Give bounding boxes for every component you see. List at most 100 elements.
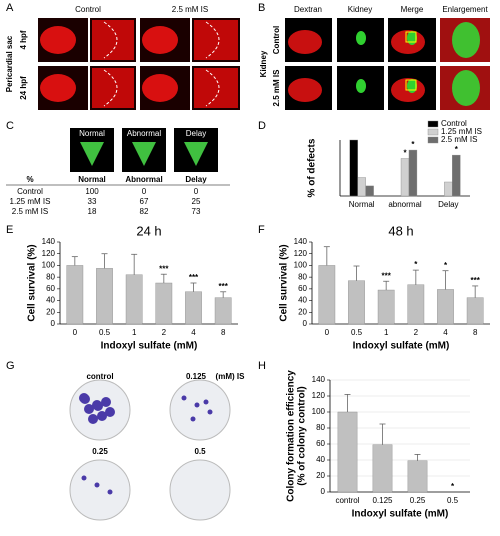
colony <box>190 416 196 422</box>
bar <box>407 460 428 493</box>
significance: *** <box>470 276 480 285</box>
dish <box>169 459 231 521</box>
x-tick-label: Delay <box>438 200 458 209</box>
dish <box>169 379 231 441</box>
significance: * <box>403 149 407 158</box>
y-tick-label: 40 <box>298 296 307 305</box>
bar <box>348 280 365 325</box>
colony <box>101 397 111 407</box>
bar <box>377 289 395 325</box>
x-tick-label: Normal <box>349 200 375 209</box>
column-header: Merge <box>401 5 424 14</box>
chart-title: 48 h <box>388 223 413 238</box>
y-tick-label: 140 <box>42 237 56 246</box>
x-tick-label: 0.5 <box>351 328 363 337</box>
bar <box>365 185 374 197</box>
x-tick-label: 0.5 <box>447 496 459 505</box>
y-tick-label: 20 <box>316 471 325 480</box>
x-axis-label: Indoxyl sulfate (mM) <box>352 509 449 520</box>
panel-label: A <box>6 2 14 14</box>
bar <box>444 181 453 197</box>
table-cell: Control <box>17 187 43 196</box>
y-axis-label: (% of colony control) <box>297 386 308 485</box>
bar <box>155 282 173 325</box>
y-tick-label: 100 <box>312 407 326 416</box>
dish-label: (mM) IS <box>216 372 246 381</box>
image-label: Delay <box>186 129 206 138</box>
x-axis-label: Indoxyl sulfate (mM) <box>101 341 198 352</box>
bar <box>452 154 461 197</box>
embryo <box>40 74 76 102</box>
panel-label: E <box>6 224 13 236</box>
legend-swatch <box>427 128 439 136</box>
row-group: Kidney <box>259 50 268 77</box>
y-tick-label: 140 <box>312 375 326 384</box>
embryo-zoom <box>194 20 238 60</box>
y-tick-label: 0 <box>303 319 308 328</box>
panel-label: D <box>258 120 266 132</box>
colony <box>88 414 98 424</box>
x-tick-label: 2 <box>162 328 167 337</box>
significance: * <box>455 145 459 154</box>
y-axis-label: Colony formation efficiency <box>286 370 297 502</box>
significance: * <box>414 260 418 269</box>
y-tick-label: 60 <box>46 284 55 293</box>
column-header: Dextran <box>294 5 322 14</box>
bar <box>400 158 410 197</box>
x-tick-label: 0.25 <box>410 496 426 505</box>
y-axis-label: Cell survival (%) <box>27 244 38 321</box>
significance: *** <box>218 282 228 291</box>
colony <box>93 401 103 411</box>
legend-label: 2.5 mM IS <box>441 135 477 144</box>
bar <box>466 297 484 325</box>
y-tick-label: 60 <box>298 284 307 293</box>
panel-label: H <box>258 360 266 372</box>
image-label: Abnormal <box>127 129 161 138</box>
legend-label: 1.25 mM IS <box>441 127 482 136</box>
colony <box>207 409 213 415</box>
panel-label: F <box>258 224 265 236</box>
y-tick-label: 0 <box>51 319 56 328</box>
bar <box>96 268 113 325</box>
zoom-box <box>405 79 417 91</box>
row-label: Control <box>272 26 281 54</box>
row-group: Pericardial sac <box>5 35 14 92</box>
x-tick-label: 1 <box>384 328 389 337</box>
y-tick-label: 60 <box>316 439 325 448</box>
kidney <box>452 22 480 58</box>
dish-label: 0.5 <box>194 447 206 456</box>
significance: * <box>451 482 455 491</box>
table-cell: 1.25 mM IS <box>10 197 51 206</box>
kidney <box>356 79 366 93</box>
bar <box>214 297 232 325</box>
y-axis-label: % of defects <box>307 138 318 197</box>
row-label: 24 hpf <box>19 76 28 100</box>
panel-label: G <box>6 360 15 372</box>
colony <box>97 411 107 421</box>
colony <box>105 407 115 417</box>
table-header: Delay <box>185 175 207 184</box>
table-cell: 0 <box>194 187 199 196</box>
bar <box>408 149 418 197</box>
significance: *** <box>381 271 391 280</box>
zoom-box <box>405 31 417 43</box>
y-tick-label: 80 <box>298 272 307 281</box>
y-tick-label: 120 <box>294 249 308 258</box>
bar <box>437 289 454 325</box>
column-header: Control <box>75 5 101 14</box>
y-tick-label: 20 <box>298 307 307 316</box>
kidney <box>452 70 480 106</box>
table-cell: 73 <box>192 207 201 216</box>
column-header: 2.5 mM IS <box>172 5 208 14</box>
table-header: Normal <box>78 175 106 184</box>
embryo-zoom <box>92 68 134 108</box>
colony <box>80 394 90 404</box>
dish-label: 0.25 <box>92 447 108 456</box>
bar <box>372 444 393 493</box>
dish <box>69 459 131 521</box>
y-tick-label: 40 <box>46 296 55 305</box>
table-header: % <box>26 175 33 184</box>
embryo-zoom <box>194 68 238 108</box>
x-tick-label: 2 <box>414 328 419 337</box>
